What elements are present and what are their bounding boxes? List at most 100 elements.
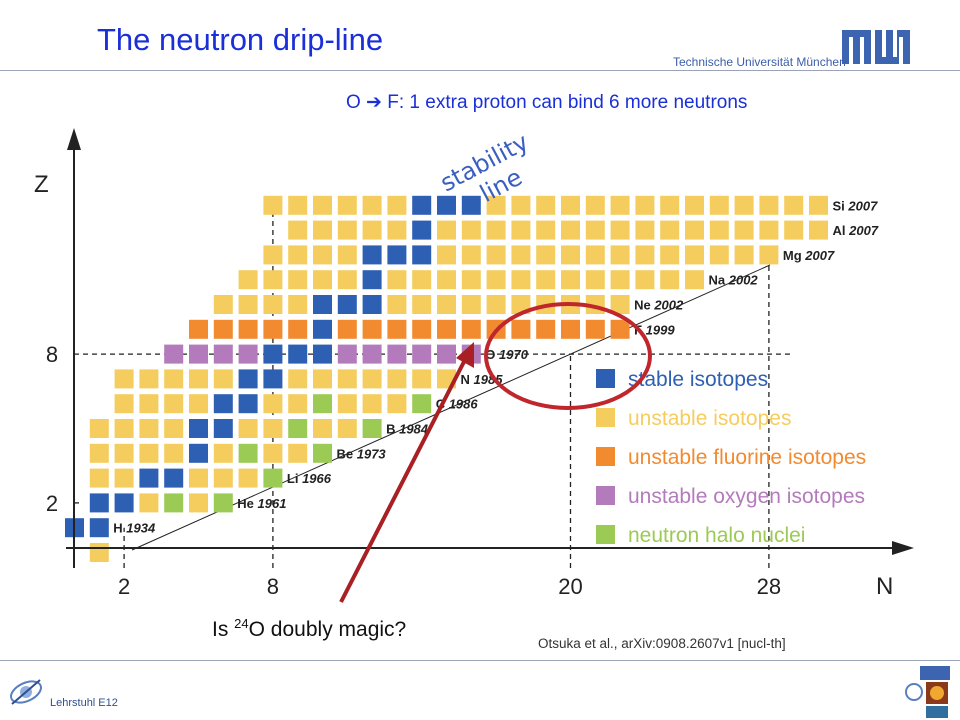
nuclide-cell-z8-n13 <box>387 344 407 364</box>
nuclide-cell-z14-n9 <box>288 195 308 215</box>
nuclide-cell-z9-n20 <box>561 319 580 339</box>
doubly-magic-question: Is 24O doubly magic? <box>212 616 407 641</box>
nuclide-cell-z4-n4 <box>164 443 184 463</box>
nuclide-cell-z14-n12 <box>362 195 382 215</box>
nuclide-cell-z13-n16 <box>461 220 481 240</box>
nuclide-cell-z11-n23 <box>635 270 655 290</box>
nuclide-cell-z10-n22 <box>610 295 630 314</box>
nuclide-cell-z12-n21 <box>585 245 605 265</box>
nuclide-cell-z13-n29 <box>784 220 804 240</box>
nuclide-cell-z13-n12 <box>362 220 382 240</box>
nuclide-cell-z14-n23 <box>635 195 655 215</box>
nuclide-cell-z11-n15 <box>437 270 456 290</box>
nuclide-cell-z4-n3 <box>139 443 159 463</box>
element-label-Ne: Ne 2002 <box>634 298 684 313</box>
nuclide-cell-z14-n11 <box>337 195 357 215</box>
nuclide-cell-z3-n6 <box>213 468 233 488</box>
nuclide-cell-z9-n11 <box>337 319 357 339</box>
nuclide-cell-z13-n17 <box>486 220 506 240</box>
nuclide-cell-z5-n3 <box>139 419 159 438</box>
nuclide-cell-z10-n12 <box>362 295 382 314</box>
nuclide-cell-z8-n7 <box>238 344 258 364</box>
nuclide-cell-z10-n14 <box>412 295 432 314</box>
nuclide-cell-z8-n4 <box>164 344 184 364</box>
footer-divider <box>0 660 960 661</box>
nuclide-cell-z8-n10 <box>313 344 332 364</box>
nuclide-cell-z7-n2 <box>114 369 134 389</box>
nuclide-cell-z14-n8 <box>263 195 283 215</box>
nuclide-cell-z11-n9 <box>288 270 308 290</box>
nuclide-cell-z6-n3 <box>139 394 159 414</box>
nuclide-cell-z8-n11 <box>337 344 357 364</box>
legend-label-unstable: unstable isotopes <box>628 407 791 430</box>
element-symbol-O: O <box>485 347 499 362</box>
nuclide-cell-z14-n15 <box>437 195 456 215</box>
nuclide-cell-z9-n13 <box>387 319 407 339</box>
nuclide-cell-z8-n15 <box>437 344 456 364</box>
n-tick-28: 28 <box>757 574 781 599</box>
element-label-H: H 1934 <box>113 521 156 536</box>
nuclide-cell-z14-n20 <box>561 195 580 215</box>
nuclide-cell-z5-n2 <box>114 419 134 438</box>
nuclide-cell-z4-n1 <box>89 443 109 463</box>
oxygen-fluorine-highlight-circle <box>484 302 652 410</box>
nuclide-cell-z12-n26 <box>709 245 729 265</box>
nuclide-cell-z11-n21 <box>585 270 605 290</box>
nuclide-cell-z10-n9 <box>288 295 308 314</box>
tum-logo <box>842 30 910 64</box>
element-year-Mg: 2007 <box>804 248 835 263</box>
nuclide-cell-z14-n26 <box>709 195 729 215</box>
nuclide-cell-z7-n12 <box>362 369 382 389</box>
slide-subtitle: O ➔ F: 1 extra proton can bind 6 more ne… <box>346 92 748 113</box>
nuclide-cell-z12-n10 <box>313 245 332 265</box>
nuclide-cell-z11-n16 <box>461 270 481 290</box>
chair-name: Lehrstuhl E12 <box>50 697 118 709</box>
nuclide-cell-z14-n30 <box>809 195 828 215</box>
nuclide-cell-z11-n19 <box>536 270 556 290</box>
nuclide-cell-z12-n18 <box>511 245 531 265</box>
nuclide-cell-z12-n11 <box>337 245 357 265</box>
nuclide-cell-z9-n7 <box>238 319 258 339</box>
legend-label-fluorine: unstable fluorine isotopes <box>628 446 866 469</box>
nuclide-cell-z2-n2 <box>114 493 134 513</box>
nuclide-cell-z9-n9 <box>288 319 308 339</box>
nuclide-cell-z11-n13 <box>387 270 407 290</box>
nuclide-cell-z6-n7 <box>238 394 258 414</box>
nuclide-cell-z11-n10 <box>313 270 332 290</box>
nuclide-cell-z4-n2 <box>114 443 134 463</box>
n-axis-label: N <box>876 573 893 600</box>
element-label-B: B 1984 <box>386 422 429 437</box>
nuclide-cell-z9-n15 <box>437 319 456 339</box>
nuclide-cell-z6-n5 <box>189 394 208 414</box>
nuclide-cell-z13-n23 <box>635 220 655 240</box>
nuclide-cell-z14-n19 <box>536 195 556 215</box>
legend-swatch-halo <box>596 525 615 544</box>
nuclide-cell-z5-n11 <box>337 419 357 438</box>
element-symbol-Li: Li <box>287 471 302 486</box>
stability-reference-line <box>131 264 771 551</box>
nuclide-cell-z14-n14 <box>412 195 432 215</box>
nuclide-cell-z5-n10 <box>313 419 332 438</box>
nuclide-cell-z9-n22 <box>610 319 630 339</box>
nuclide-cell-z6-n9 <box>288 394 308 414</box>
nuclide-cell-z14-n22 <box>610 195 630 215</box>
nuclide-cell-z8-n8 <box>263 344 283 364</box>
element-label-He: He 1961 <box>237 496 286 511</box>
element-label-O: O 1970 <box>485 347 528 362</box>
nuclide-cell-z7-n10 <box>313 369 332 389</box>
nuclide-cell-z14-n16 <box>461 195 481 215</box>
nuclide-cell-z7-n11 <box>337 369 357 389</box>
nuclide-cell-z14-n27 <box>734 195 754 215</box>
nuclide-cell-z5-n5 <box>189 419 208 438</box>
nuclide-cell-z11-n25 <box>685 270 704 290</box>
nuclide-cell-z11-n20 <box>561 270 580 290</box>
nuclide-cell-z9-n19 <box>536 319 556 339</box>
nuclide-cell-z12-n20 <box>561 245 580 265</box>
nuclide-cell-z9-n14 <box>412 319 432 339</box>
nuclide-cell-z5-n6 <box>213 419 233 438</box>
nuclide-cell-z14-n18 <box>511 195 531 215</box>
element-symbol-N: N <box>461 372 474 387</box>
nuclide-cell-z9-n16 <box>461 319 481 339</box>
nuclide-cell-z7-n6 <box>213 369 233 389</box>
